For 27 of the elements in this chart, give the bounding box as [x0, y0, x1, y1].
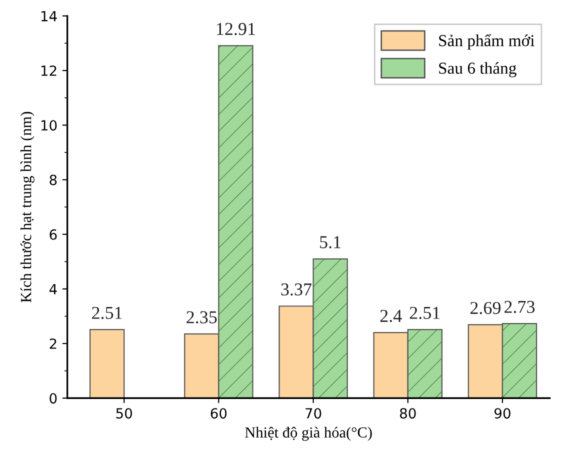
y-axis-title: Kích thước hạt trung bình (nm) [20, 112, 34, 302]
y-tick-label: 8 [50, 174, 57, 186]
data-label: 2.51 [92, 306, 122, 320]
x-tick-label: 90 [494, 408, 510, 419]
y-tick-label: 4 [49, 284, 57, 294]
legend-label: Sản phẩm mới [439, 34, 534, 50]
data-label: 2.4 [380, 310, 402, 322]
data-label: 2.35 [186, 311, 217, 324]
x-tick-label: 50 [116, 408, 132, 419]
data-label: 5.1 [320, 236, 341, 248]
data-label: 2.73 [504, 300, 535, 314]
legend-label: Sau 6 tháng [439, 62, 516, 78]
data-label: 3.37 [281, 283, 312, 296]
bar [89, 329, 125, 398]
y-tick-label: 2 [50, 338, 56, 349]
x-axis-title: Nhiệt độ già hóa(°C) [245, 426, 372, 441]
x-tick-label: 70 [306, 408, 322, 419]
y-tick-label: 14 [41, 11, 57, 22]
y-tick-label: 6 [50, 229, 57, 240]
data-label: 12.91 [216, 22, 255, 36]
x-tick-label: 60 [210, 408, 227, 419]
x-tick-label: 80 [400, 408, 416, 419]
data-label: 2.69 [470, 302, 501, 314]
y-tick-label: 0 [50, 393, 57, 404]
y-tick-label: 12 [41, 65, 56, 76]
y-tick-label: 10 [41, 120, 57, 131]
data-label: 2.51 [410, 306, 440, 320]
